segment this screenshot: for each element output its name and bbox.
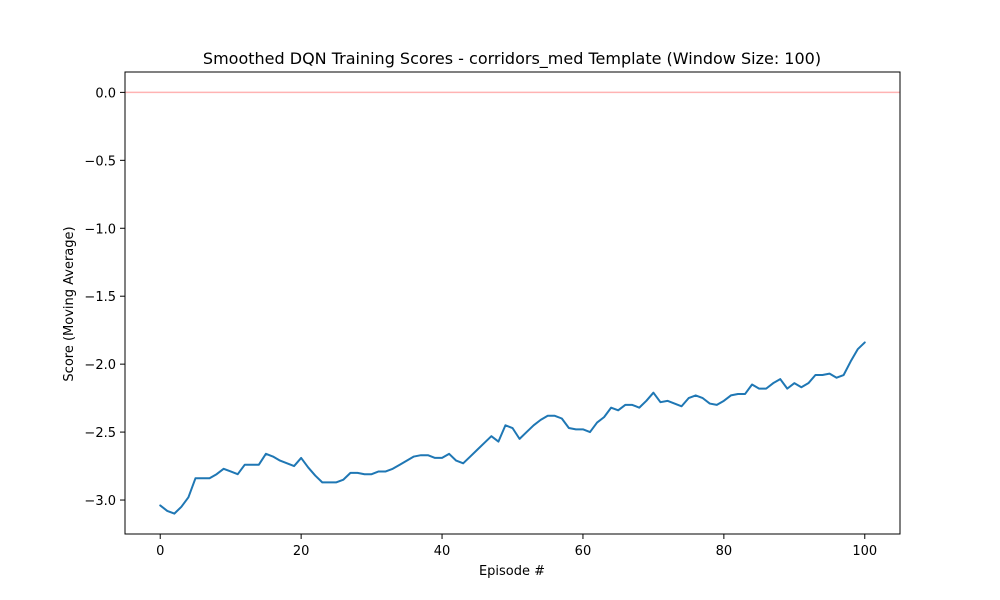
y-tick-label: −1.5: [84, 290, 116, 305]
y-tick-label: −2.0: [84, 358, 116, 373]
plot-area: [125, 91, 900, 515]
x-axis-label: Episode #: [479, 564, 545, 579]
y-axis-label: Score (Moving Average): [62, 226, 77, 381]
y-tick-label: −0.5: [84, 154, 116, 169]
x-tick-label: 0: [156, 544, 164, 559]
series-line-0: [159, 341, 866, 515]
x-tick-label: 100: [852, 544, 877, 559]
x-tick-label: 40: [434, 544, 451, 559]
axes: 0 20 40 60 80 100 0.0 −0.5 −1.0 −1.5 −2.0 −2.5 −3.0: [84, 71, 901, 559]
plot-frame: [124, 71, 901, 535]
x-tick-label: 20: [293, 544, 310, 559]
y-tick-label: 0.0: [95, 86, 116, 101]
x-tick-label: 60: [575, 544, 592, 559]
y-tick-label: −1.0: [84, 222, 116, 237]
y-tick-label: −2.5: [84, 426, 116, 441]
chart-title: Smoothed DQN Training Scores - corridors…: [203, 49, 821, 69]
x-tick-label: 80: [716, 544, 733, 559]
y-tick-label: −3.0: [84, 494, 116, 509]
